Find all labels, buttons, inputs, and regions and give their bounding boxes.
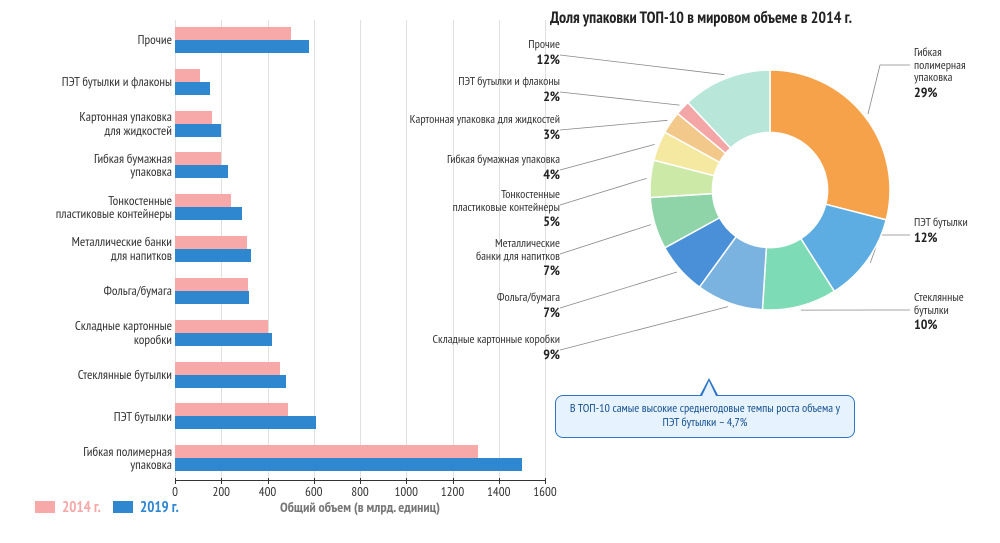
bar-2014 (175, 69, 200, 82)
bar-category-label: Тонкостенные пластиковые контейнеры (2, 187, 172, 227)
bar-category-label: Фольга/бумага (2, 271, 172, 311)
bar-x-axis-label: Общий объем (в млрд. единиц) (175, 498, 545, 516)
bar-2019 (175, 458, 522, 471)
legend-label-2014: 2014 г. (62, 498, 100, 517)
bar-category-label: Складные картонные коробки (2, 313, 172, 353)
donut-slice-label: Гибкаяполимернаяупаковка29% (914, 47, 966, 100)
donut-slice-label: Металлическиебанки для напитков7% (370, 238, 560, 279)
bar-category-label: Гибкая бумажная упаковка (2, 145, 172, 185)
bar-2019 (175, 165, 228, 178)
donut-title: Доля упаковки ТОП-10 в мировом объеме в … (550, 8, 970, 28)
donut-slice-label: ПЭТ бутылки12% (914, 217, 968, 245)
bar-2014 (175, 194, 231, 207)
donut-slice-label: ПЭТ бутылки и флаконы2% (370, 76, 560, 104)
donut-leader (560, 225, 651, 254)
bar-legend: 2014 г. 2019 г. (25, 498, 179, 517)
bar-category-label: ПЭТ бутылки и флаконы (2, 62, 172, 102)
bar-category-label: Прочие (2, 20, 172, 60)
bar-2014 (175, 27, 291, 40)
donut-chart (640, 60, 900, 320)
donut-slice-label: Складные картонные коробки9% (370, 334, 560, 362)
legend-swatch-2014 (35, 501, 55, 513)
bar-2019 (175, 416, 316, 429)
legend-swatch-2019 (113, 501, 133, 513)
donut-slice-label: Гибкая бумажная упаковка4% (370, 154, 560, 182)
bar-2019 (175, 291, 249, 304)
bar-2019 (175, 82, 210, 95)
bar-2014 (175, 236, 247, 249)
bar-category-label: ПЭТ бутылки (2, 396, 172, 436)
bar-category-label: Стеклянные бутылки (2, 355, 172, 395)
donut-slice-label: Фольга/бумага7% (370, 292, 560, 320)
callout-text: В ТОП-10 самые высокие среднегодовые тем… (570, 401, 840, 430)
bar-2014 (175, 362, 280, 375)
bar-2019 (175, 375, 286, 388)
callout-pointer-fill (702, 381, 716, 396)
donut-slice-label: Прочие12% (370, 39, 560, 67)
bar-category-label: Металлические банки для напитков (2, 229, 172, 269)
bar-category-label: Картонная упаковка для жидкостей (2, 104, 172, 144)
callout-box: В ТОП-10 самые высокие среднегодовые тем… (555, 395, 855, 438)
donut-slice-label: Стеклянныебутылки10% (914, 292, 964, 333)
bar-2019 (175, 249, 251, 262)
bar-2014 (175, 278, 248, 291)
bar-category-label: Гибкая полимерная упаковка (2, 438, 172, 478)
bar-2019 (175, 207, 242, 220)
bar-2014 (175, 152, 221, 165)
bar-row: Гибкая полимерная упаковка (0, 438, 560, 480)
bar-2019 (175, 333, 272, 346)
bar-2014 (175, 403, 288, 416)
bar-2014 (175, 445, 478, 458)
legend-label-2019: 2019 г. (140, 498, 179, 517)
bar-2019 (175, 124, 221, 137)
donut-slice-label: Тонкостенныепластиковые контейнеры5% (370, 189, 560, 230)
bar-row: ПЭТ бутылки (0, 396, 560, 438)
bar-2014 (175, 320, 268, 333)
donut-slice-label: Картонная упаковка для жидкостей3% (370, 114, 560, 142)
bar-2019 (175, 40, 309, 53)
donut-leader (560, 178, 647, 205)
bar-2014 (175, 111, 212, 124)
